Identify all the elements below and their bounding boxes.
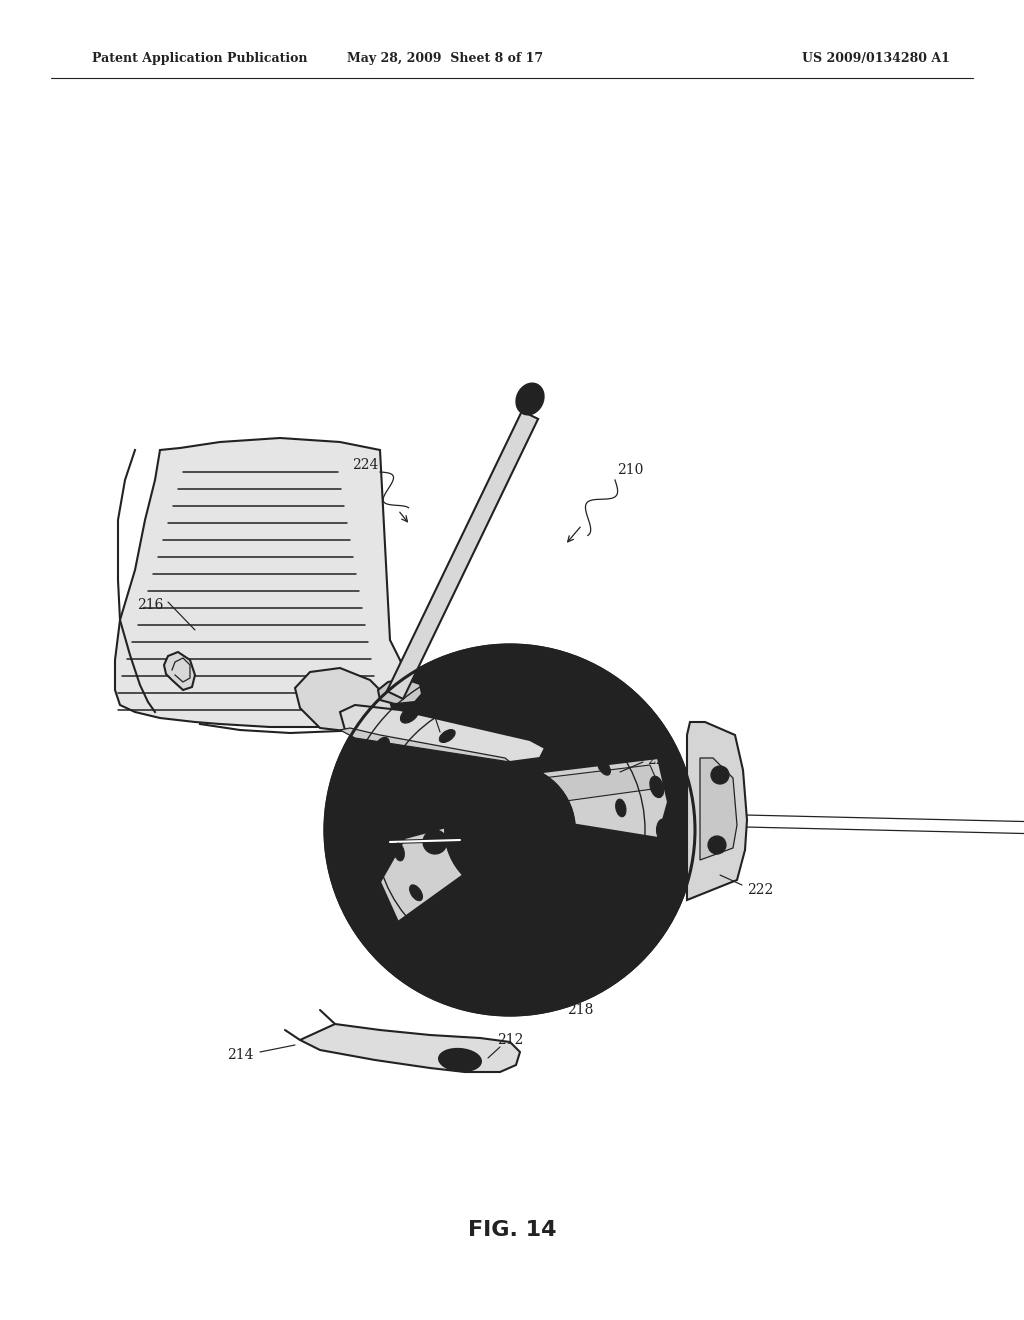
Ellipse shape [479,714,497,725]
Ellipse shape [400,706,419,723]
Ellipse shape [394,799,404,817]
Circle shape [711,766,729,784]
Circle shape [708,836,726,854]
Text: 214: 214 [226,1048,253,1063]
Ellipse shape [565,730,581,743]
Text: 210: 210 [616,463,643,477]
Polygon shape [387,411,538,698]
Text: 222: 222 [746,883,773,898]
Ellipse shape [650,862,664,884]
Ellipse shape [656,818,670,841]
Ellipse shape [523,714,541,725]
Polygon shape [687,722,746,900]
Ellipse shape [601,706,620,723]
Ellipse shape [631,738,647,758]
Ellipse shape [565,917,581,931]
Ellipse shape [563,962,584,977]
Polygon shape [300,1024,520,1072]
Circle shape [445,766,575,895]
Polygon shape [164,652,195,690]
Ellipse shape [597,884,610,900]
Ellipse shape [350,818,364,841]
Ellipse shape [436,684,457,698]
Text: 224: 224 [352,458,378,473]
Text: FIG. 14: FIG. 14 [468,1220,556,1241]
Ellipse shape [356,776,370,797]
Ellipse shape [521,975,543,989]
Ellipse shape [356,862,370,884]
Ellipse shape [410,884,423,900]
Ellipse shape [631,903,647,923]
Text: Patent Application Publication: Patent Application Publication [92,51,307,65]
Polygon shape [510,766,660,808]
Ellipse shape [650,776,664,797]
Ellipse shape [563,684,584,698]
Ellipse shape [521,672,543,685]
Circle shape [488,808,532,851]
Text: 216: 216 [137,598,163,612]
Polygon shape [700,758,737,861]
Text: 218: 218 [567,1003,593,1016]
Ellipse shape [615,843,626,861]
Text: 212: 212 [497,1034,523,1047]
Ellipse shape [479,936,497,946]
Polygon shape [378,678,422,704]
Ellipse shape [477,672,499,685]
Ellipse shape [439,730,456,743]
Ellipse shape [601,937,620,954]
Polygon shape [115,438,408,727]
Text: US 2009/0134280 A1: US 2009/0134280 A1 [802,51,949,65]
Ellipse shape [436,962,457,977]
Ellipse shape [400,937,419,954]
Polygon shape [380,803,518,921]
Ellipse shape [373,738,389,758]
Ellipse shape [373,903,389,923]
Ellipse shape [597,759,610,775]
Ellipse shape [410,759,423,775]
Text: May 28, 2009  Sheet 8 of 17: May 28, 2009 Sheet 8 of 17 [347,51,544,65]
Ellipse shape [477,975,499,989]
Ellipse shape [439,1049,481,1071]
Ellipse shape [615,799,626,817]
Polygon shape [295,668,395,735]
Polygon shape [340,729,510,762]
Text: 220: 220 [647,752,673,767]
Polygon shape [502,758,668,838]
Ellipse shape [523,936,541,946]
Circle shape [325,645,695,1015]
Ellipse shape [439,917,456,931]
Ellipse shape [394,843,404,861]
Polygon shape [340,705,545,762]
Ellipse shape [516,384,544,414]
Text: 226: 226 [422,704,449,717]
Circle shape [423,830,447,854]
